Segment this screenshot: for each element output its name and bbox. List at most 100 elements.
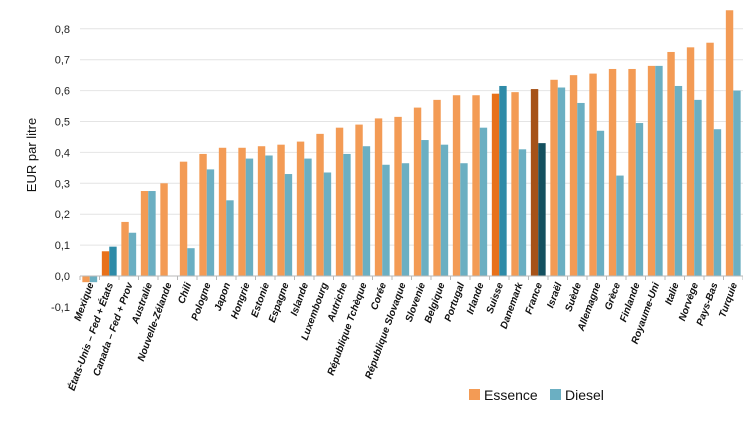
bar-diesel xyxy=(518,149,527,276)
bar-diesel xyxy=(713,129,722,276)
bar-essence xyxy=(218,147,227,276)
y-tick-label: 0,4 xyxy=(55,147,70,159)
bar-diesel xyxy=(635,123,644,276)
bar-essence xyxy=(179,161,188,276)
bar-diesel xyxy=(499,85,507,276)
bar-essence xyxy=(140,191,149,276)
bar-diesel xyxy=(128,232,137,276)
bar-essence xyxy=(413,107,422,276)
legend-label-diesel: Diesel xyxy=(565,387,604,403)
bar-diesel xyxy=(440,144,449,276)
bar-essence xyxy=(647,65,656,276)
bar-diesel xyxy=(655,65,663,276)
bar-essence xyxy=(199,153,207,276)
x-tick-label: République Slovaque xyxy=(364,281,409,381)
bar-diesel xyxy=(557,87,566,276)
bar-essence xyxy=(355,124,363,276)
bars xyxy=(82,10,741,283)
bar-essence xyxy=(491,93,500,276)
y-tick-label: 0,8 xyxy=(55,24,70,36)
x-tick-label: Suède xyxy=(564,281,585,313)
bar-essence xyxy=(530,89,539,276)
bar-essence xyxy=(82,276,90,283)
x-tick-label: Grèce xyxy=(603,281,623,312)
y-tick-label: 0,0 xyxy=(55,271,70,283)
x-axis-ticks xyxy=(79,276,743,280)
y-axis-label: EUR par litre xyxy=(24,118,39,192)
bar-essence xyxy=(316,133,324,276)
bar-essence xyxy=(394,116,402,277)
bar-diesel xyxy=(187,248,195,276)
y-tick-label: -0,1 xyxy=(51,302,70,314)
bar-diesel xyxy=(304,158,312,276)
x-tick-label: Corée xyxy=(369,281,389,312)
y-tick-label: 0,6 xyxy=(55,86,70,98)
bar-essence xyxy=(160,183,168,276)
bar-essence xyxy=(511,92,519,277)
bar-diesel xyxy=(401,163,410,276)
bar-essence xyxy=(374,118,383,276)
bar-essence xyxy=(569,75,578,277)
y-tick-label: 0,7 xyxy=(55,55,70,67)
x-tick-label: Irlande xyxy=(465,281,487,316)
bar-essence xyxy=(296,141,305,276)
bar-diesel xyxy=(148,191,156,276)
bar-essence xyxy=(706,42,714,277)
legend-swatch-essence xyxy=(469,389,480,400)
bar-diesel xyxy=(616,175,624,276)
bar-essence xyxy=(550,79,558,276)
bar-essence xyxy=(628,68,636,276)
x-tick-label: Pologne xyxy=(190,281,214,322)
y-axis-ticks: -0,1 0,0 0,1 0,2 0,3 0,4 0,5 0,6 0,7 0,8 xyxy=(51,24,70,314)
bar-diesel xyxy=(382,164,390,276)
y-tick-label: 0,2 xyxy=(55,209,70,221)
bar-diesel xyxy=(89,276,98,283)
bar-essence xyxy=(433,99,441,277)
bar-essence xyxy=(472,95,480,277)
bar-essence xyxy=(101,251,110,276)
bar-essence xyxy=(667,51,675,276)
bar-diesel xyxy=(538,143,546,276)
x-tick-label: France xyxy=(524,281,546,316)
bar-diesel xyxy=(284,174,293,276)
bar-essence xyxy=(686,47,695,277)
bar-diesel xyxy=(323,172,332,276)
bar-diesel xyxy=(460,163,468,276)
bar-essence xyxy=(121,221,129,276)
x-tick-label: Japon xyxy=(213,281,233,312)
bar-diesel xyxy=(479,127,488,277)
bar-diesel xyxy=(421,140,429,276)
y-tick-label: 0,5 xyxy=(55,117,70,129)
bar-diesel xyxy=(245,158,254,276)
x-tick-label: République Tchèque xyxy=(326,281,370,377)
x-tick-label: Israël xyxy=(545,281,564,310)
bar-essence xyxy=(277,144,285,276)
bar-essence xyxy=(725,10,734,276)
legend-swatch-diesel xyxy=(550,389,561,400)
x-tick-label: Turquie xyxy=(717,281,740,319)
bar-essence xyxy=(335,127,344,277)
bar-essence xyxy=(452,95,461,277)
bar-essence xyxy=(238,147,246,276)
bar-diesel xyxy=(674,85,683,276)
bar-essence xyxy=(589,73,597,276)
bar-diesel xyxy=(733,90,741,276)
y-tick-label: 0,1 xyxy=(55,240,70,252)
bar-diesel xyxy=(343,153,351,276)
x-tick-label: Islande xyxy=(289,281,311,318)
x-tick-label: Suisse xyxy=(485,281,507,315)
legend: Essence Diesel xyxy=(469,387,604,403)
bar-diesel xyxy=(206,169,215,276)
bar-diesel xyxy=(265,155,273,276)
bar-diesel xyxy=(109,246,117,276)
bar-diesel xyxy=(596,130,605,276)
bar-diesel xyxy=(362,146,371,276)
bar-diesel xyxy=(577,102,585,277)
bar-essence xyxy=(257,146,266,276)
bar-diesel xyxy=(694,99,702,277)
gridlines xyxy=(80,28,743,246)
y-tick-label: 0,3 xyxy=(55,178,70,190)
bar-essence xyxy=(608,68,617,276)
